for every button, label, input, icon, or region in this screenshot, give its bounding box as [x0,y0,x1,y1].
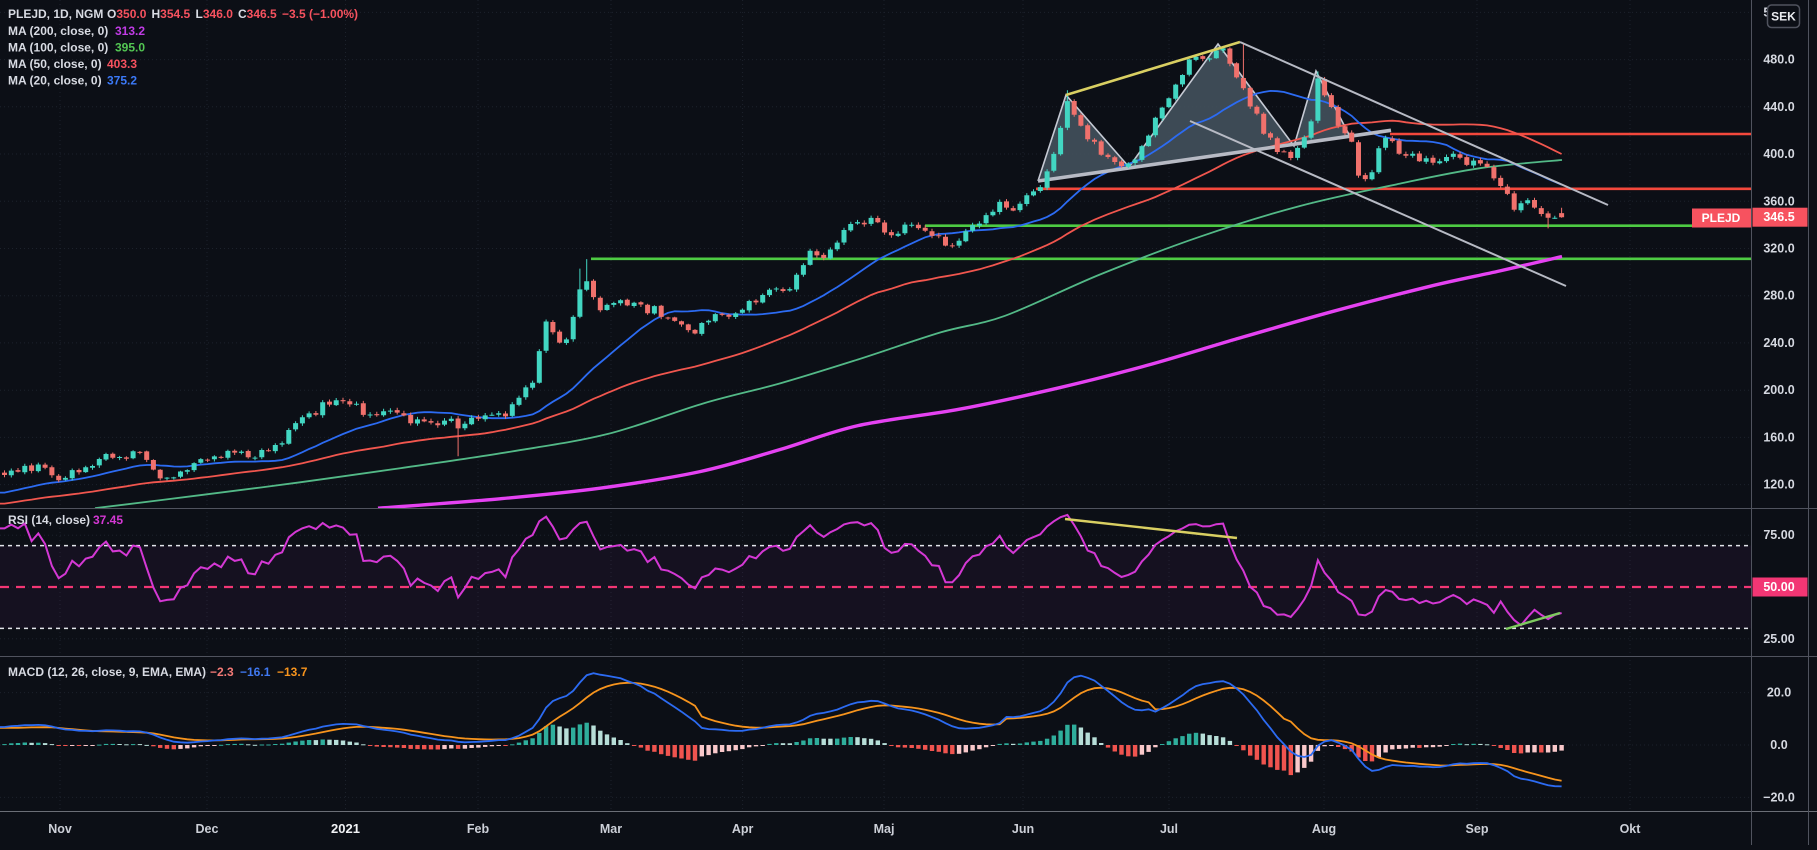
svg-text:280.0: 280.0 [1763,289,1794,303]
svg-text:200.0: 200.0 [1763,383,1794,397]
svg-text:Nov: Nov [48,822,72,836]
svg-text:−20.0: −20.0 [1763,790,1795,804]
svg-text:440.0: 440.0 [1763,100,1794,114]
svg-text:Aug: Aug [1312,822,1336,836]
svg-text:MA (20, close, 0) 375.2: MA (20, close, 0) 375.2 [8,74,137,88]
svg-text:400.0: 400.0 [1763,147,1794,161]
svg-text:PLEJD: PLEJD [1702,211,1741,225]
svg-text:320.0: 320.0 [1763,242,1794,256]
svg-text:Sep: Sep [1466,822,1489,836]
svg-text:Maj: Maj [874,822,895,836]
svg-text:50.00: 50.00 [1763,580,1794,594]
svg-text:Apr: Apr [732,822,754,836]
svg-text:75.00: 75.00 [1763,528,1794,542]
svg-text:Jul: Jul [1160,822,1178,836]
svg-text:20.0: 20.0 [1767,686,1791,700]
svg-text:0.0: 0.0 [1770,738,1787,752]
svg-text:Okt: Okt [1620,822,1642,836]
svg-text:Feb: Feb [467,822,490,836]
svg-text:MA (50, close, 0) 403.3: MA (50, close, 0) 403.3 [8,57,137,71]
svg-text:SEK: SEK [1771,10,1796,24]
svg-text:Dec: Dec [196,822,219,836]
svg-text:160.0: 160.0 [1763,430,1794,444]
svg-text:480.0: 480.0 [1763,53,1794,67]
svg-text:Mar: Mar [600,822,622,836]
svg-text:MA (100, close, 0) 395.0: MA (100, close, 0) 395.0 [8,41,145,55]
svg-text:MACD (12, 26, close, 9, EMA, E: MACD (12, 26, close, 9, EMA, EMA) −2.3 −1… [8,665,308,679]
svg-text:MA (200, close, 0) 313.2: MA (200, close, 0) 313.2 [8,24,145,38]
svg-text:25.00: 25.00 [1763,632,1794,646]
svg-text:RSI (14, close) 37.45: RSI (14, close) 37.45 [8,513,123,527]
svg-text:240.0: 240.0 [1763,336,1794,350]
svg-text:346.5: 346.5 [1763,210,1794,224]
svg-text:360.0: 360.0 [1763,194,1794,208]
svg-text:2021: 2021 [331,821,360,836]
svg-text:Jun: Jun [1012,822,1034,836]
svg-text:120.0: 120.0 [1763,478,1794,492]
